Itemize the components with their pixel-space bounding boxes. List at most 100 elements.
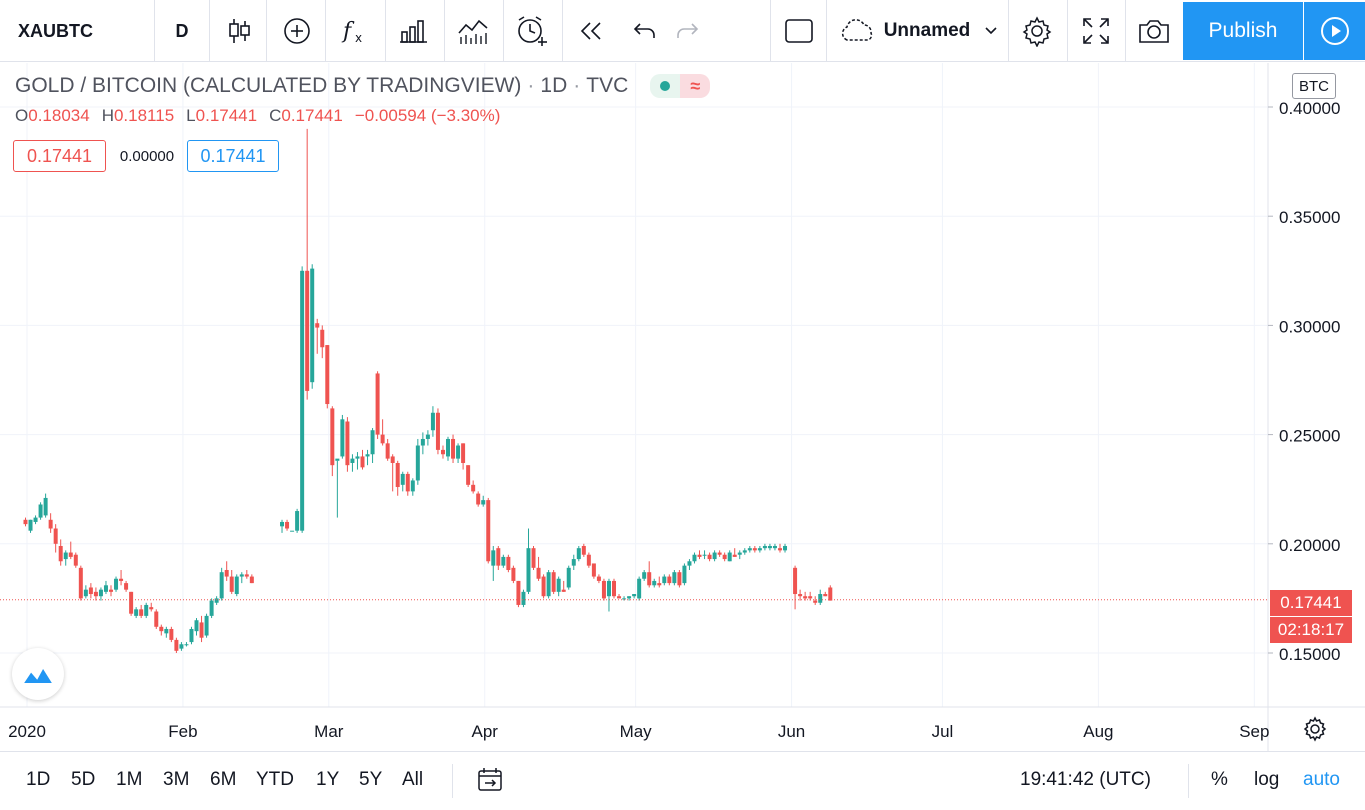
candle[interactable] [662, 574, 667, 586]
auto-scale-button[interactable]: auto [1303, 769, 1340, 790]
legend-title[interactable]: GOLD / BITCOIN (CALCULATED BY TRADINGVIE… [15, 74, 711, 98]
candle[interactable] [561, 580, 566, 592]
candle[interactable] [440, 445, 445, 459]
range-5y-button[interactable]: 5Y [359, 769, 383, 790]
candle[interactable] [541, 574, 546, 599]
candle[interactable] [596, 574, 601, 584]
candle[interactable] [617, 594, 622, 599]
candle[interactable] [375, 371, 380, 439]
candle[interactable] [300, 266, 305, 533]
candle[interactable] [144, 602, 149, 619]
candle[interactable] [652, 578, 657, 588]
candle[interactable] [164, 626, 169, 638]
bar-chart-icon[interactable] [387, 0, 441, 62]
candle[interactable] [571, 554, 576, 571]
candle[interactable] [828, 585, 833, 601]
candle[interactable] [98, 587, 103, 601]
candle[interactable] [747, 545, 752, 553]
candle[interactable] [556, 576, 561, 597]
price-chart[interactable]: 0.15000 0.20000 0.25000 0.30000 0.35000 0.400… [0, 63, 1365, 751]
candle[interactable] [189, 626, 194, 645]
play-icon[interactable] [1304, 2, 1365, 60]
percent-scale-button[interactable]: % [1211, 769, 1228, 790]
compare-icon[interactable] [446, 0, 500, 62]
candle[interactable] [400, 471, 405, 492]
candle[interactable] [179, 642, 184, 651]
candle[interactable] [93, 587, 98, 601]
interval-button[interactable]: D [155, 0, 209, 62]
candle[interactable] [325, 345, 330, 409]
candle[interactable] [586, 552, 591, 568]
candle[interactable] [330, 406, 335, 477]
candle[interactable] [224, 561, 229, 581]
candle[interactable] [315, 318, 320, 354]
log-scale-button[interactable]: log [1254, 769, 1280, 790]
candle[interactable] [290, 530, 295, 532]
candle[interactable] [732, 548, 737, 557]
candle[interactable] [531, 545, 536, 571]
candle[interactable] [285, 519, 290, 531]
candle[interactable] [204, 613, 209, 638]
candle[interactable] [405, 471, 410, 496]
price-axis[interactable]: 0.15000 0.20000 0.25000 0.30000 0.35000 0.400… [1268, 99, 1340, 664]
candle[interactable] [410, 478, 415, 496]
candle[interactable] [647, 561, 652, 588]
candle[interactable] [813, 596, 818, 605]
sell-price-box[interactable]: 0.17441 [13, 140, 106, 172]
candle[interactable] [109, 585, 114, 597]
range-1y-button[interactable]: 1Y [316, 769, 340, 790]
candle[interactable] [184, 642, 189, 647]
add-indicator-icon[interactable] [270, 0, 324, 62]
publish-button[interactable]: Publish [1183, 2, 1303, 60]
candle[interactable] [229, 570, 234, 595]
candle[interactable] [234, 574, 239, 597]
candle[interactable] [174, 637, 179, 653]
candle[interactable] [491, 545, 496, 581]
candle[interactable] [581, 543, 586, 557]
undo-icon[interactable] [618, 0, 672, 62]
candle[interactable] [320, 325, 325, 359]
range-1d-button[interactable]: 1D [26, 769, 51, 790]
candle[interactable] [73, 552, 78, 568]
candle[interactable] [632, 594, 637, 599]
candle[interactable] [365, 449, 370, 466]
candle[interactable] [451, 434, 456, 463]
candle[interactable] [219, 567, 224, 601]
candle[interactable] [642, 570, 647, 581]
candle[interactable] [149, 602, 154, 612]
candle[interactable] [717, 550, 722, 557]
candle[interactable] [456, 443, 461, 463]
candle[interactable] [687, 559, 692, 571]
candle[interactable] [481, 495, 486, 507]
candle[interactable] [526, 528, 531, 595]
candle[interactable] [767, 543, 772, 551]
candle[interactable] [355, 452, 360, 470]
candle[interactable] [380, 419, 385, 446]
candle[interactable] [772, 543, 777, 551]
candle[interactable] [712, 550, 717, 562]
candle[interactable] [280, 519, 285, 533]
candle[interactable] [88, 583, 93, 599]
candle[interactable] [114, 576, 119, 592]
symbol-search-button[interactable]: XAUBTC [0, 0, 154, 62]
candle[interactable] [340, 414, 345, 459]
candle[interactable] [78, 565, 83, 601]
candle[interactable] [430, 406, 435, 437]
candle[interactable] [667, 574, 672, 586]
chart-settings-gear-icon[interactable] [1302, 716, 1328, 747]
alert-icon[interactable] [505, 0, 559, 62]
candle[interactable] [727, 550, 732, 562]
candle[interactable] [737, 550, 742, 560]
candle[interactable] [591, 563, 596, 579]
candle[interactable] [446, 436, 451, 461]
candle[interactable] [757, 545, 762, 553]
candle[interactable] [722, 552, 727, 562]
candle[interactable] [798, 589, 803, 601]
candle[interactable] [762, 543, 767, 551]
settings-icon[interactable] [1010, 0, 1064, 62]
candle[interactable] [471, 480, 476, 494]
candle[interactable] [83, 585, 88, 599]
candle[interactable] [627, 596, 632, 601]
candle[interactable] [199, 615, 204, 643]
